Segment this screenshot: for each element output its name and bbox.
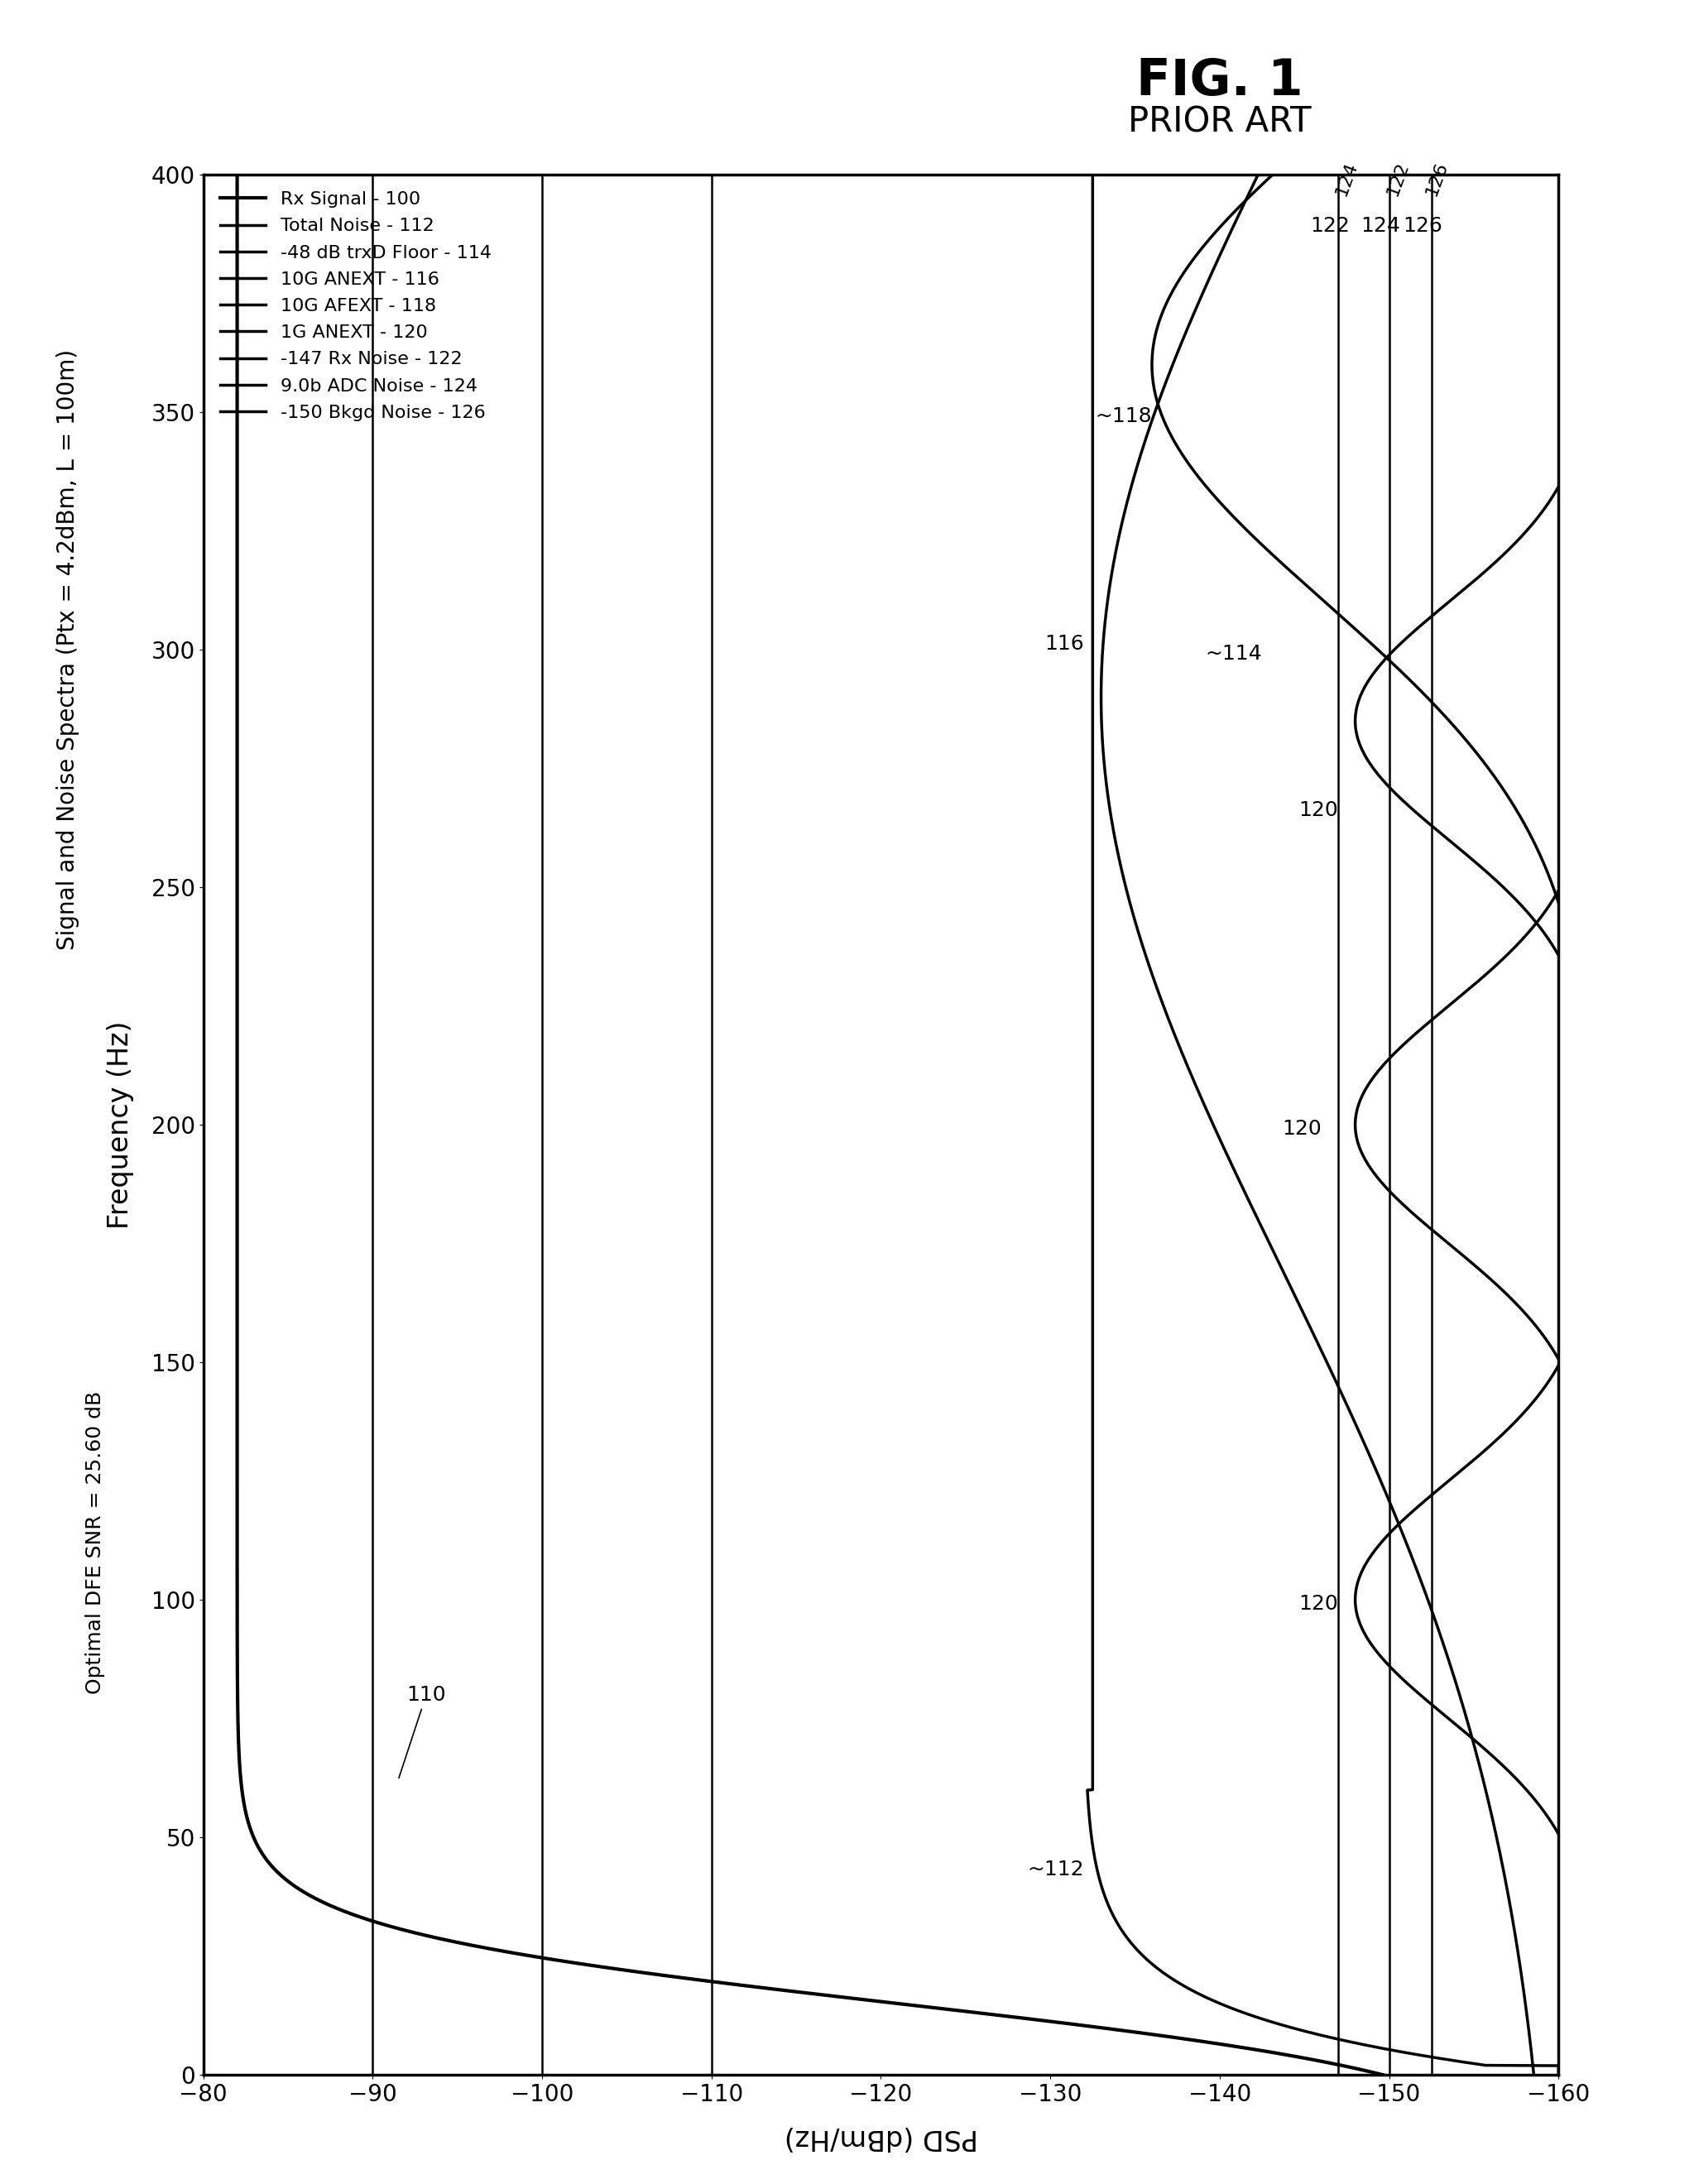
Text: FIG. 1: FIG. 1 xyxy=(1137,57,1303,105)
Text: Optimal DFE SNR = 25.60 dB: Optimal DFE SNR = 25.60 dB xyxy=(85,1391,105,1695)
Text: 122: 122 xyxy=(1309,216,1350,236)
Text: 124: 124 xyxy=(1360,216,1401,236)
Text: 120: 120 xyxy=(1282,1118,1321,1138)
Text: 116: 116 xyxy=(1045,633,1084,653)
Text: Signal and Noise Spectra (Ptx = 4.2dBm, L = 100m): Signal and Noise Spectra (Ptx = 4.2dBm, … xyxy=(56,349,80,950)
Text: 124: 124 xyxy=(1333,159,1360,199)
Text: 110: 110 xyxy=(398,1684,446,1778)
Text: 120: 120 xyxy=(1299,799,1338,821)
Text: 120: 120 xyxy=(1299,1594,1338,1614)
Text: PRIOR ART: PRIOR ART xyxy=(1128,105,1311,140)
Legend: Rx Signal - 100, Total Noise - 112, -48 dB trxD Floor - 114, 10G ANEXT - 116, 10: Rx Signal - 100, Total Noise - 112, -48 … xyxy=(212,183,500,428)
Text: 126: 126 xyxy=(1423,159,1450,199)
Text: ~114: ~114 xyxy=(1204,644,1262,664)
Text: ~118: ~118 xyxy=(1094,406,1152,426)
Text: 126: 126 xyxy=(1403,216,1443,236)
X-axis label: PSD (dBm/Hz): PSD (dBm/Hz) xyxy=(784,2123,977,2151)
Text: 122: 122 xyxy=(1384,159,1411,199)
Text: ~112: ~112 xyxy=(1027,1859,1084,1880)
Y-axis label: Frequency (Hz): Frequency (Hz) xyxy=(107,1020,134,1230)
